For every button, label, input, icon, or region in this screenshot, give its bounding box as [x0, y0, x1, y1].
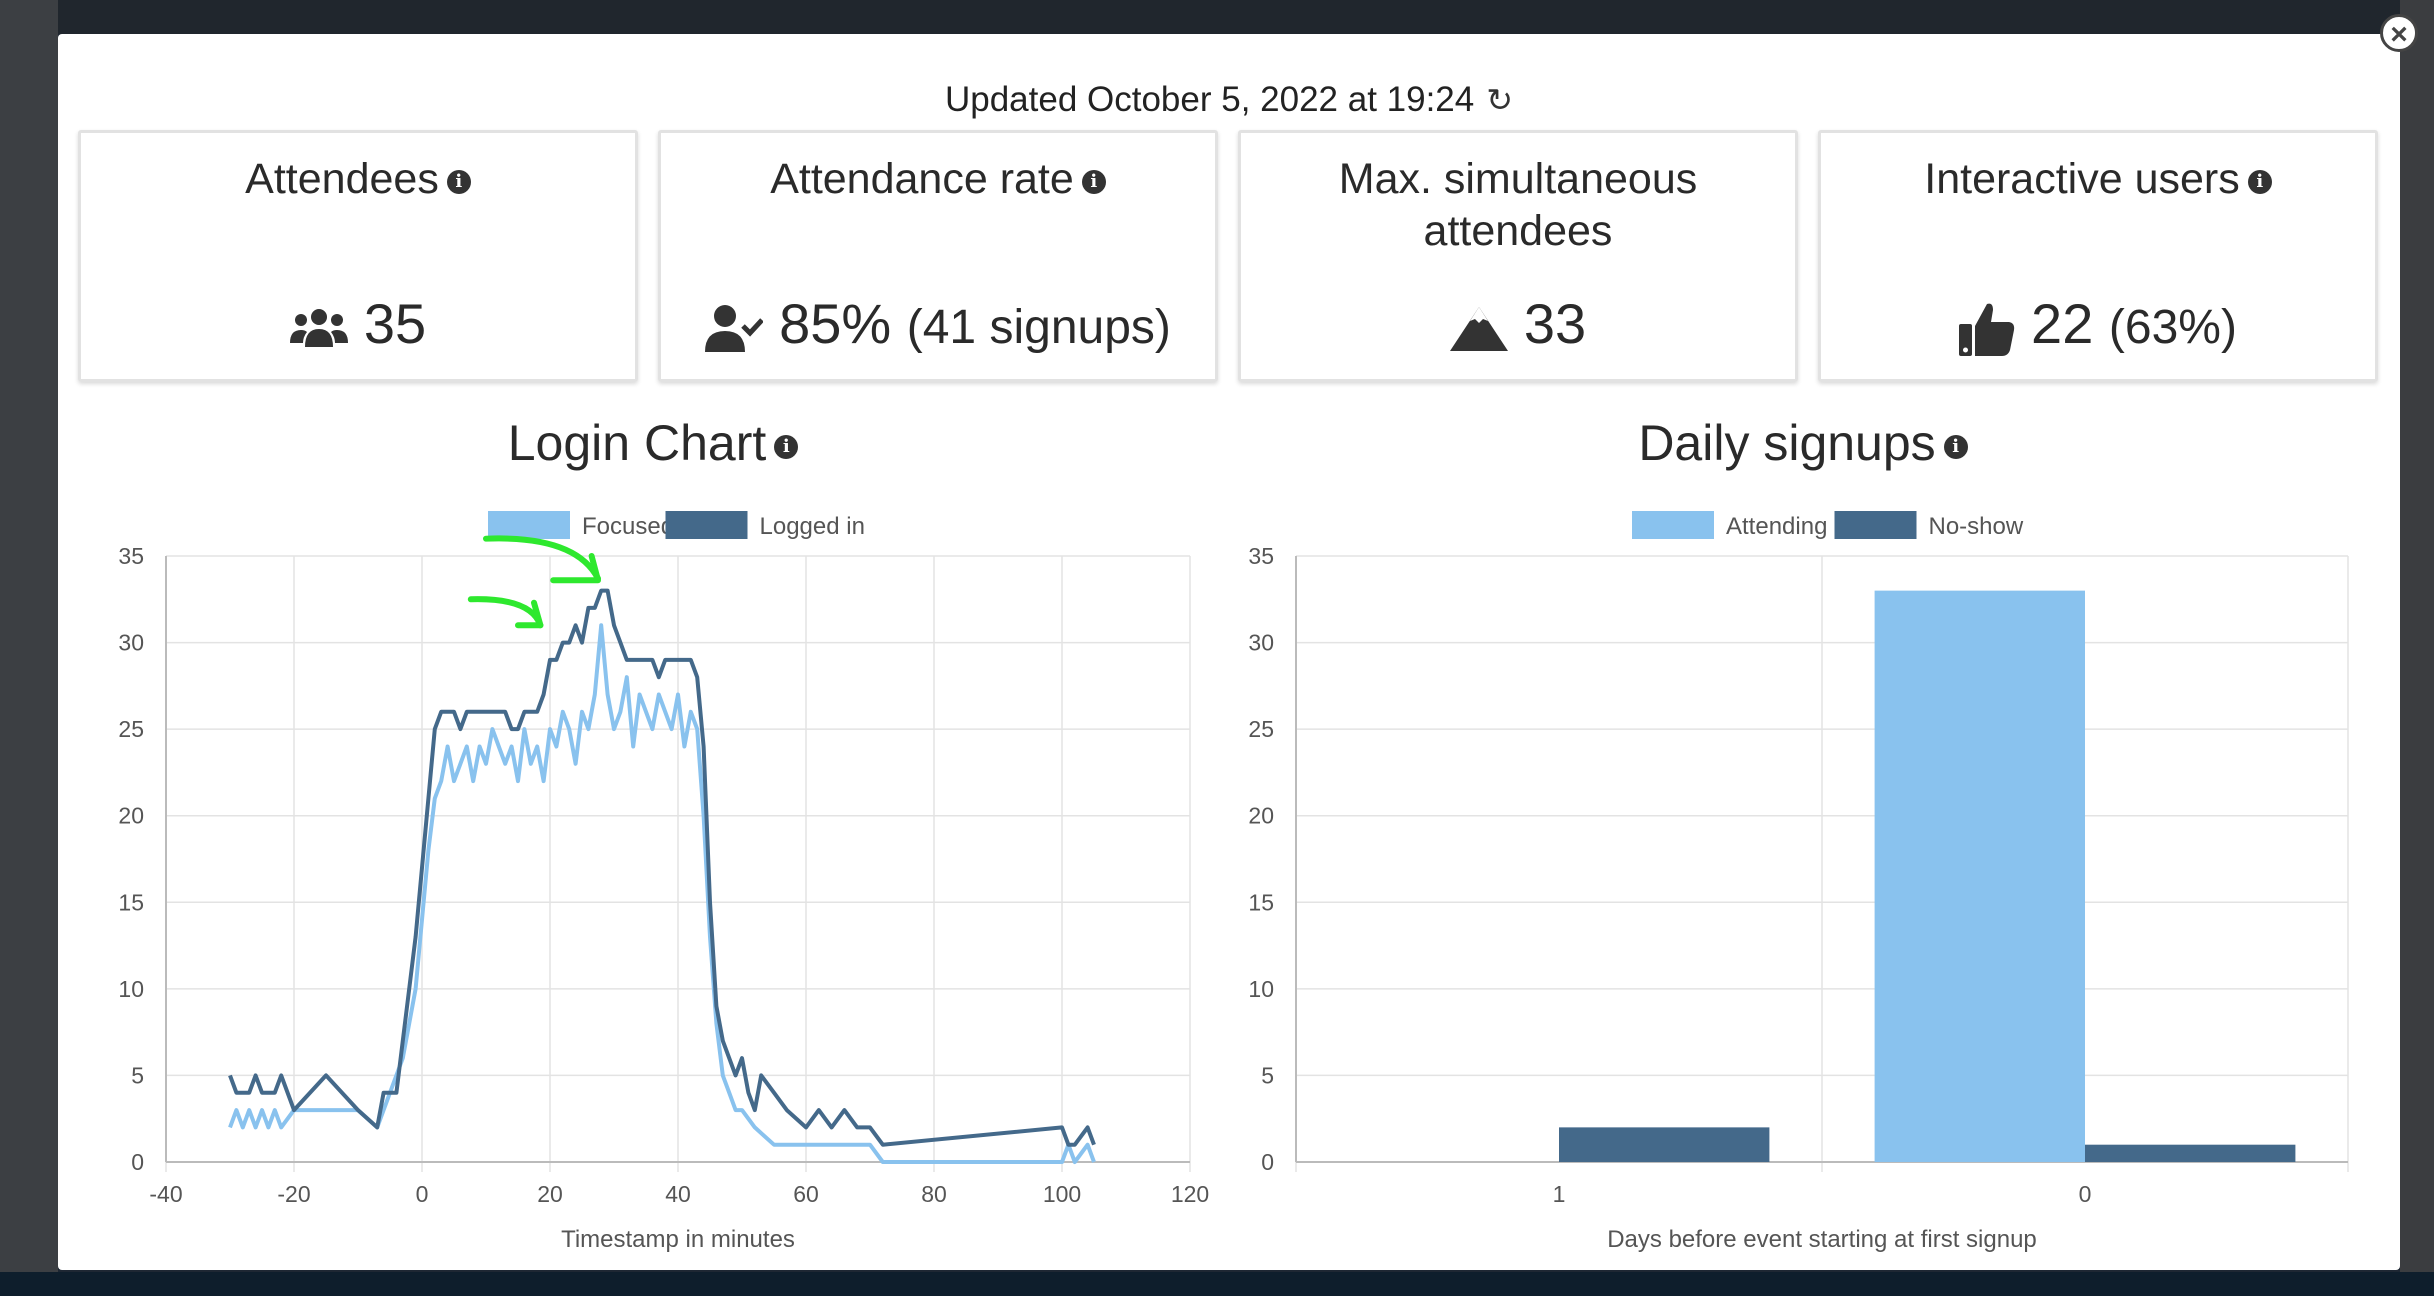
chart-title: Login Chart i	[78, 414, 1228, 472]
x-axis-label: Days before event starting at first sign…	[1607, 1226, 2037, 1253]
stat-card-value: 85% (41 signups)	[661, 289, 1215, 363]
legend-swatch-no-show	[1834, 511, 1917, 539]
x-tick-label: 100	[1043, 1181, 1081, 1207]
x-tick-label: -20	[277, 1181, 310, 1207]
legend-swatch-logged-in	[665, 511, 748, 539]
y-tick-label: 30	[118, 630, 144, 656]
stat-card-title: Max. simultaneous attendees	[1338, 155, 1698, 255]
x-tick-label: 40	[665, 1181, 691, 1207]
mountain-icon	[1449, 307, 1508, 352]
page-footer-backdrop	[0, 1272, 2434, 1296]
stat-card-value: 22 (63%)	[1821, 289, 2375, 363]
x-tick-label: 20	[537, 1181, 563, 1207]
x-tick-label: 80	[921, 1181, 947, 1207]
stat-card-value: 35	[81, 289, 635, 359]
legend-label: Attending	[1726, 513, 1827, 540]
refresh-icon[interactable]: ↻	[1486, 82, 1514, 118]
close-button[interactable]: ×	[2380, 14, 2418, 52]
updated-text: Updated October 5, 2022 at 19:24	[944, 80, 1475, 119]
y-tick-label: 10	[118, 976, 144, 1002]
page-right-backdrop	[2400, 0, 2434, 1296]
legend-label: Logged in	[760, 513, 865, 540]
y-tick-label: 25	[118, 716, 144, 742]
x-tick-label: 60	[793, 1181, 819, 1207]
legend-swatch-focused	[488, 511, 570, 539]
statistics-modal: Updated October 5, 2022 at 19:24 ↻ Attend…	[58, 34, 2400, 1270]
info-icon[interactable]: i	[446, 169, 471, 194]
y-tick-label: 10	[1248, 976, 1274, 1002]
x-tick-label: -40	[149, 1181, 182, 1207]
login-chart: Login Chart i 0 5 10 15 20 25 30 35 Timestamp in …	[78, 384, 1228, 1264]
legend-label: No-show	[1929, 513, 2024, 540]
x-tick-label: 0	[2079, 1181, 2092, 1207]
daily-signups-chart: Daily signups i 0 5 10 15 20 25 30 35 Days before…	[1228, 384, 2378, 1264]
updated-timestamp: Updated October 5, 2022 at 19:24 ↻	[58, 80, 2400, 120]
stat-card-attendees: Attendees i 35	[78, 130, 638, 382]
x-axis-label: Timestamp in minutes	[561, 1226, 795, 1253]
y-tick-label: 15	[1248, 889, 1274, 915]
stat-card-attendance-rate: Attendance rate i 85% (41 signups)	[658, 130, 1218, 382]
x-tick-label: 1	[1553, 1181, 1566, 1207]
y-tick-label: 15	[118, 889, 144, 915]
bar-attending	[1874, 590, 2085, 1162]
y-tick-label: 0	[1261, 1149, 1274, 1175]
series-line-focused	[228, 623, 1096, 1164]
stat-card-interactive-users: Interactive users i 22 (63%)	[1818, 130, 2378, 382]
y-tick-label: 0	[131, 1149, 144, 1175]
x-tick-label: 0	[416, 1181, 429, 1207]
y-tick-label: 5	[1261, 1062, 1274, 1088]
y-tick-label: 35	[1248, 543, 1274, 569]
y-tick-label: 35	[118, 543, 144, 569]
users-icon	[289, 309, 348, 348]
stat-cards: Attendees i 35 Attendance rate i	[78, 130, 2380, 384]
bar-no-show	[2085, 1144, 2296, 1162]
annotation-arrowhead-2	[550, 553, 601, 584]
legend-label: Focused	[582, 513, 674, 540]
page-header-backdrop	[0, 0, 2434, 34]
info-icon[interactable]: i	[1081, 169, 1106, 194]
stat-card-max-simultaneous: Max. simultaneous attendees 33	[1238, 130, 1798, 382]
series-line-logged-in	[228, 588, 1096, 1147]
x-tick-label: 120	[1171, 1181, 1209, 1207]
info-icon[interactable]: i	[2247, 169, 2272, 194]
stat-card-title: Interactive users i	[1821, 153, 2375, 205]
chart-title: Daily signups i	[1228, 414, 2378, 472]
y-tick-label: 20	[1248, 803, 1274, 829]
stat-card-value: 33	[1241, 289, 1795, 359]
y-tick-label: 5	[131, 1062, 144, 1088]
legend-swatch-attending	[1632, 511, 1714, 539]
info-icon[interactable]: i	[1943, 434, 1968, 459]
annotation-arrow-2	[483, 535, 601, 582]
bar-no-show	[1559, 1127, 1770, 1162]
login-chart-plot: 0 5 10 15 20 25 30 35 Timestamp in minutes -40 -20…	[118, 511, 1209, 1253]
stat-card-title: Attendees i	[81, 153, 635, 205]
user-check-icon	[705, 305, 764, 353]
annotation-arrowhead-1	[515, 599, 544, 629]
info-icon[interactable]: i	[774, 434, 799, 459]
y-tick-label: 25	[1248, 716, 1274, 742]
stat-card-title: Attendance rate i	[661, 153, 1215, 205]
annotation-arrow-1	[467, 596, 544, 629]
thumbs-up-icon	[1959, 303, 2015, 357]
y-tick-label: 30	[1248, 630, 1274, 656]
page-left-backdrop	[0, 0, 58, 1296]
y-tick-label: 20	[118, 803, 144, 829]
